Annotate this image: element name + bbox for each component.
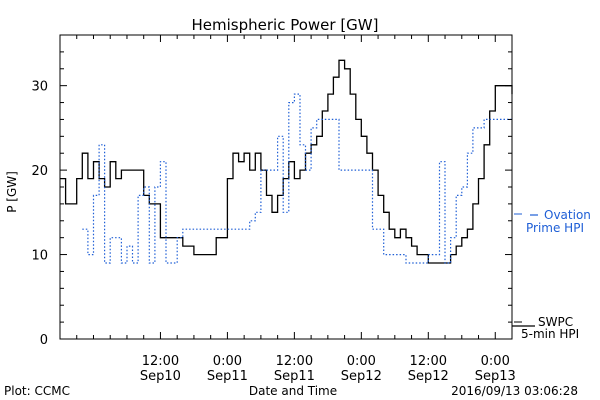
x-tick-label-time: 0:00: [213, 354, 242, 369]
y-tick-label: 30: [31, 80, 48, 95]
legend-ovation-label: Ovation: [544, 208, 591, 222]
x-tick-label-date: Sep12: [341, 369, 382, 384]
legend-swpc-label-2: 5-min HPI: [521, 327, 579, 341]
x-tick-label-time: 12:00: [410, 354, 447, 369]
x-tick-label-time: 12:00: [276, 354, 313, 369]
x-tick-label-time: 12:00: [142, 354, 179, 369]
x-tick-label-date: Sep13: [475, 369, 516, 384]
y-tick-label: 10: [31, 249, 48, 264]
series-layer: [60, 59, 513, 264]
chart-title: Hemispheric Power [GW]: [192, 16, 379, 34]
x-tick-label-date: Sep11: [207, 369, 248, 384]
x-tick-label-date: Sep11: [274, 369, 315, 384]
y-tick-label: 20: [31, 164, 48, 179]
y-axis: 0 10 20 30: [31, 34, 512, 348]
y-tick-label: 0: [40, 333, 48, 348]
x-tick-label-time: 0:00: [481, 354, 510, 369]
plot-timestamp: 2016/09/13 03:06:28: [451, 384, 578, 398]
plot-credit: Plot: CCMC: [4, 384, 70, 398]
x-tick-label-time: 0:00: [347, 354, 376, 369]
plot-area: [59, 34, 513, 340]
legend-swpc-label: SWPC: [538, 315, 573, 329]
x-axis-label: Date and Time: [249, 384, 337, 398]
y-axis-label: P [GW]: [5, 171, 19, 213]
x-tick-label-date: Sep12: [408, 369, 449, 384]
plot-frame: [59, 34, 513, 340]
series-ovation-line: [82, 93, 512, 264]
legend-ovation-label-2: Prime HPI: [526, 221, 584, 235]
x-tick-label-date: Sep10: [140, 369, 181, 384]
x-axis: 12:00Sep100:00Sep1112:00Sep110:00Sep1212…: [59, 35, 516, 384]
